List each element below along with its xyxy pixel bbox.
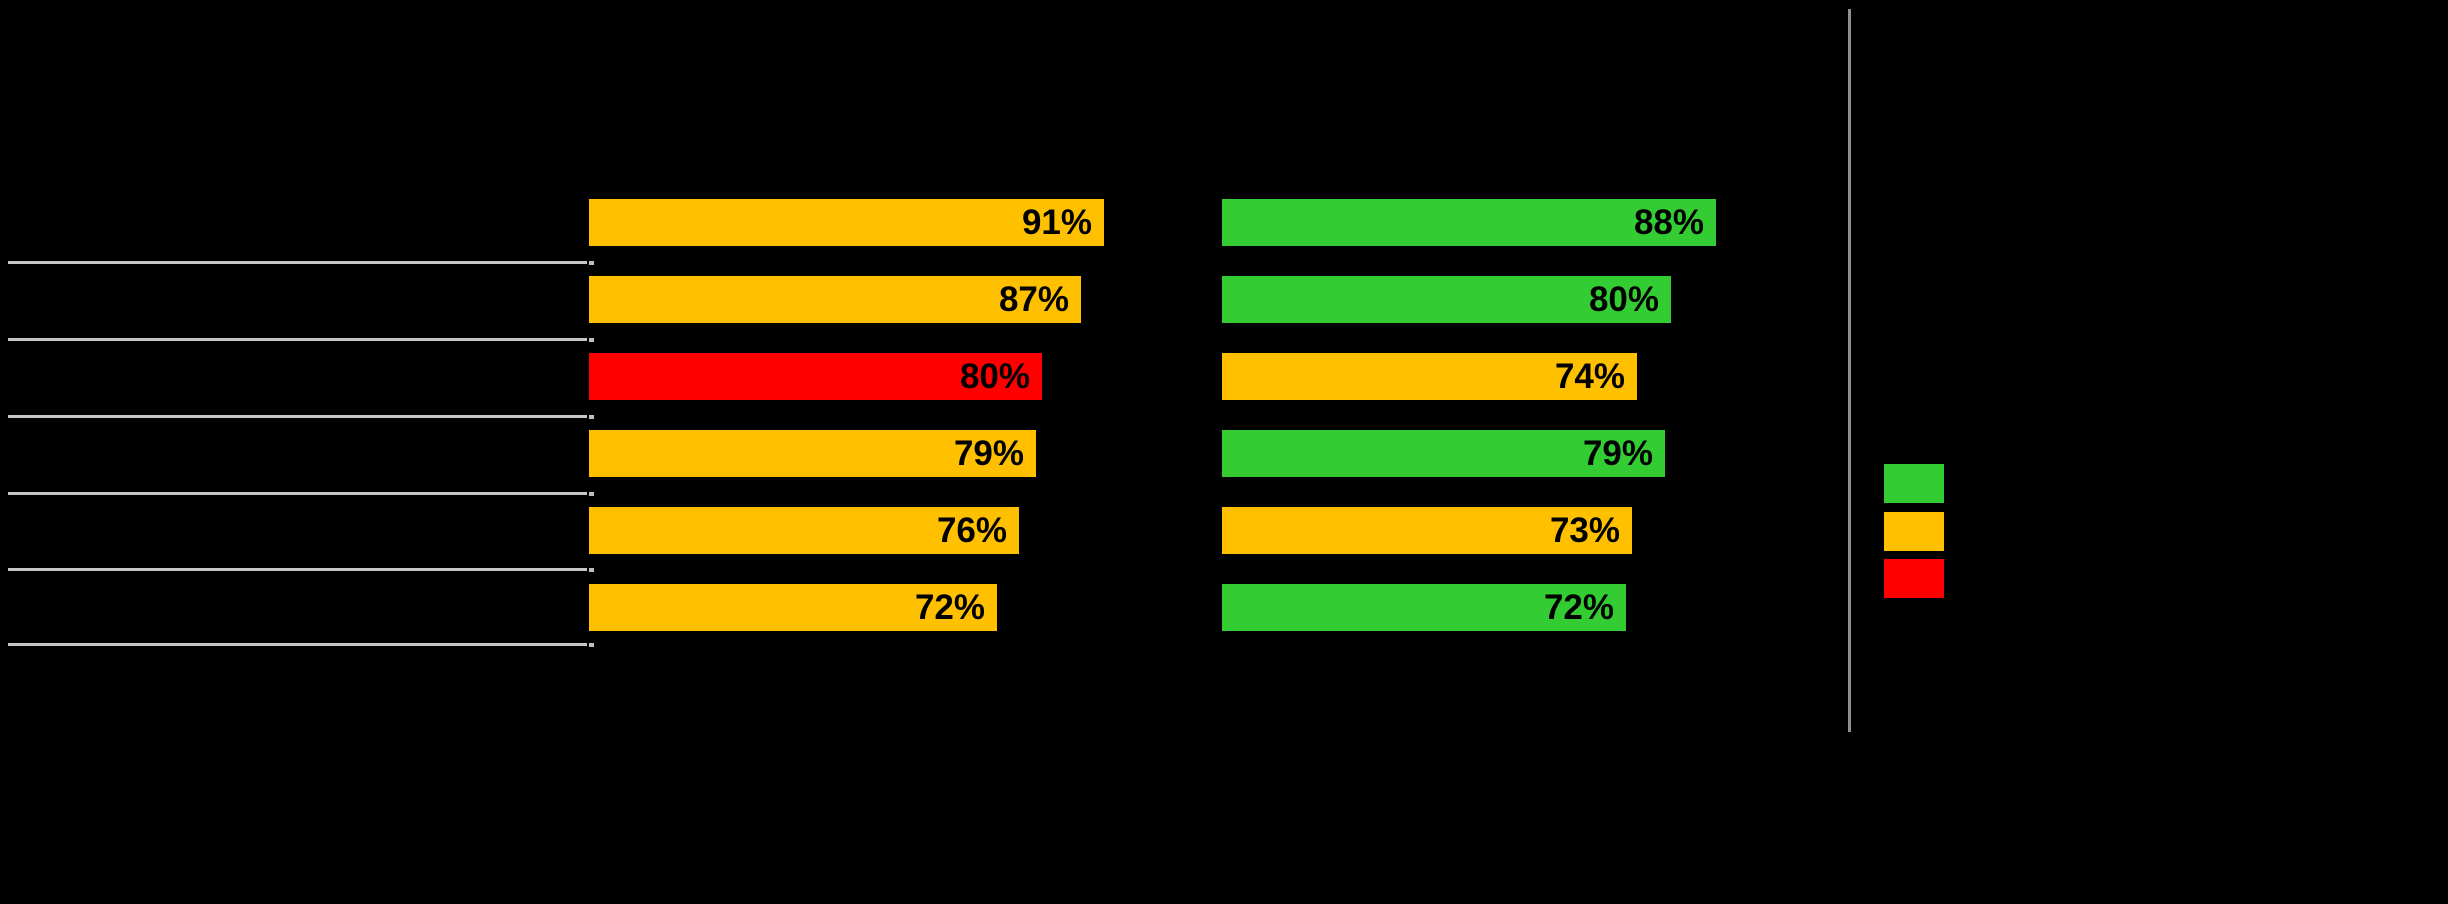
bar: 80%: [1222, 276, 1671, 323]
row-separator-line: [8, 415, 587, 418]
bar-value-label: 72%: [1543, 588, 1614, 627]
bar: 79%: [1222, 430, 1665, 477]
row-separator-line: [8, 643, 587, 646]
bar: 72%: [1222, 584, 1626, 631]
axis-tick: [589, 415, 594, 419]
bar-value-label: 74%: [1554, 357, 1625, 396]
axis-tick: [589, 261, 594, 265]
row-separator-line: [8, 261, 587, 264]
legend-swatch-red: [1884, 559, 1944, 598]
bar: 91%: [589, 199, 1104, 246]
bar: 73%: [1222, 507, 1632, 554]
bar-value-label: 79%: [1582, 434, 1653, 473]
bar: 79%: [589, 430, 1036, 477]
bar-value-label: 79%: [953, 434, 1024, 473]
bar: 80%: [589, 353, 1042, 400]
bar: 72%: [589, 584, 997, 631]
row-separator-line: [8, 568, 587, 571]
bar-value-label: 91%: [1021, 203, 1092, 242]
bar-value-label: 80%: [959, 357, 1030, 396]
axis-tick: [589, 643, 594, 647]
bar: 74%: [1222, 353, 1637, 400]
bar: 87%: [589, 276, 1081, 323]
axis-tick: [589, 338, 594, 342]
row-separator-line: [8, 492, 587, 495]
bar-value-label: 76%: [936, 511, 1007, 550]
axis-tick: [589, 568, 594, 572]
bar: 76%: [589, 507, 1019, 554]
axis-tick: [589, 492, 594, 496]
bar: 88%: [1222, 199, 1716, 246]
legend-swatch-amber: [1884, 512, 1944, 551]
legend-divider-line: [1848, 9, 1851, 732]
bar-value-label: 72%: [914, 588, 985, 627]
bar-value-label: 88%: [1633, 203, 1704, 242]
bar-value-label: 73%: [1549, 511, 1620, 550]
legend-swatch-green: [1884, 464, 1944, 503]
bar-value-label: 87%: [998, 280, 1069, 319]
row-separator-line: [8, 338, 587, 341]
bar-value-label: 80%: [1588, 280, 1659, 319]
